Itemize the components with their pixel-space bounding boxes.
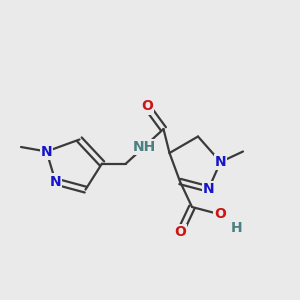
Text: O: O — [214, 208, 226, 221]
Text: O: O — [174, 226, 186, 239]
Text: N: N — [215, 155, 226, 169]
Text: H: H — [231, 221, 243, 235]
Text: N: N — [203, 182, 214, 196]
Text: N: N — [41, 145, 52, 158]
Text: NH: NH — [132, 140, 156, 154]
Text: N: N — [50, 175, 61, 188]
Text: O: O — [141, 100, 153, 113]
